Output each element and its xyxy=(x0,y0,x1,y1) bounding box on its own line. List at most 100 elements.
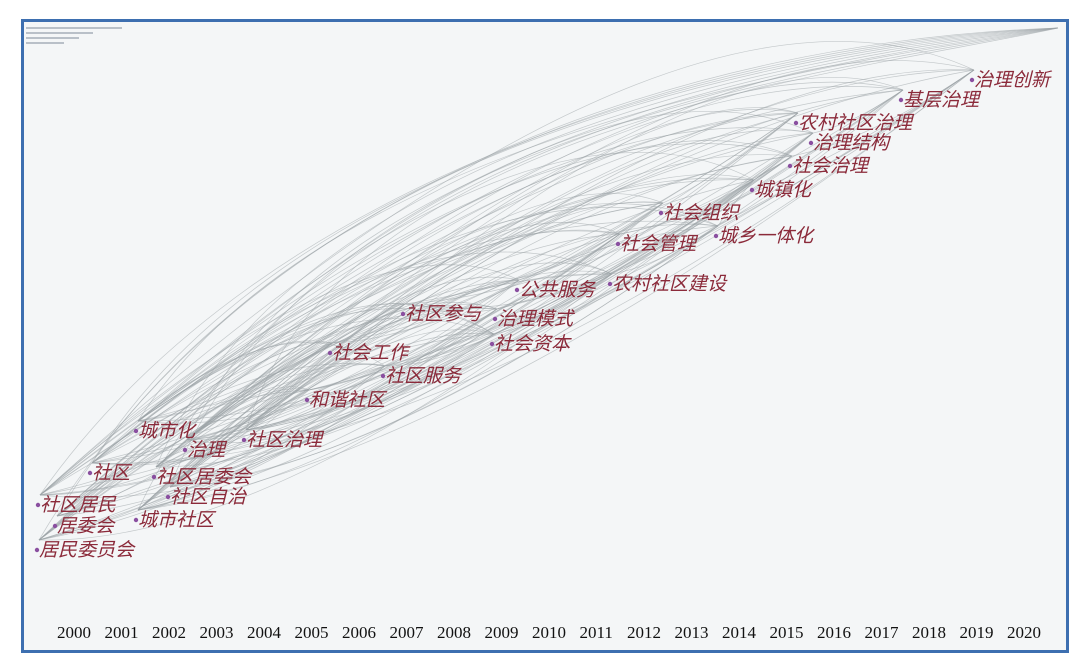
link-arc xyxy=(186,27,1059,441)
keyword-label: 居委会 xyxy=(57,515,116,537)
year-label: 2016 xyxy=(817,623,851,642)
link-arc xyxy=(186,333,495,444)
year-label: 2004 xyxy=(247,623,282,642)
link-arc xyxy=(155,27,1059,468)
keyword-node xyxy=(713,233,719,239)
keyword-node xyxy=(607,281,613,287)
link-arc xyxy=(137,279,520,511)
link-arc xyxy=(137,389,310,511)
link-arc xyxy=(245,69,975,431)
keyword-label: 社区治理 xyxy=(246,429,325,451)
keyword-label: 社区服务 xyxy=(385,365,463,387)
link-arc xyxy=(662,112,799,204)
link-arc xyxy=(56,333,495,517)
link-arc xyxy=(169,279,520,488)
keyword-node xyxy=(489,341,495,347)
link-arc xyxy=(186,222,621,441)
keyword-node xyxy=(327,350,333,356)
link-arc xyxy=(39,333,495,496)
link-arc xyxy=(384,273,613,367)
keyword-node xyxy=(898,97,904,103)
keyword-node xyxy=(514,287,520,293)
link-arc xyxy=(137,202,664,511)
link-arcs xyxy=(38,27,1059,541)
link-arc xyxy=(169,27,1059,488)
keyword-label: 治理创新 xyxy=(974,69,1053,91)
year-label: 2002 xyxy=(152,623,186,642)
link-arc xyxy=(186,279,520,441)
link-arc xyxy=(137,251,613,422)
keyword-label: 城乡一体化 xyxy=(718,225,815,247)
node-dots xyxy=(34,77,975,553)
keyword-node xyxy=(787,163,793,169)
link-arc xyxy=(496,155,793,310)
link-arc xyxy=(56,303,406,517)
link-arc xyxy=(169,155,793,488)
keyword-node xyxy=(304,397,310,403)
keyword-node xyxy=(34,547,40,553)
keyword-label: 社区居民 xyxy=(40,494,117,516)
link-arc xyxy=(56,27,1059,517)
link-arc xyxy=(137,365,386,511)
link-arc xyxy=(56,132,814,517)
link-arc xyxy=(245,363,386,431)
year-label: 2019 xyxy=(960,623,994,642)
year-label: 2007 xyxy=(390,623,425,642)
link-arc xyxy=(169,389,310,488)
link-arc xyxy=(186,109,799,441)
link-arc xyxy=(169,225,719,488)
link-arc xyxy=(169,129,814,488)
link-arc xyxy=(137,342,333,422)
year-label: 2009 xyxy=(485,623,519,642)
keyword-node xyxy=(658,210,664,216)
link-arc xyxy=(155,342,333,468)
link-arc xyxy=(137,201,664,511)
keyword-label: 治理模式 xyxy=(497,308,576,330)
link-arc xyxy=(186,279,520,441)
link-arc xyxy=(169,333,495,488)
link-arc xyxy=(137,342,386,422)
link-arc xyxy=(186,389,310,441)
link-arc xyxy=(245,303,406,431)
link-arc xyxy=(518,112,799,281)
keyword-label: 社区居委会 xyxy=(156,466,253,488)
keyword-label: 社区 xyxy=(92,462,133,484)
year-label: 2015 xyxy=(770,623,804,642)
keyword-label: 农村社区治理 xyxy=(798,112,915,134)
link-arc xyxy=(245,332,495,431)
year-label: 2008 xyxy=(437,623,471,642)
keyword-label: 基层治理 xyxy=(903,89,982,111)
year-label: 2006 xyxy=(342,623,376,642)
link-arc xyxy=(404,303,495,335)
legend-mini xyxy=(26,24,122,50)
link-arc xyxy=(137,233,621,511)
link-arc xyxy=(186,69,975,441)
link-arc xyxy=(245,132,814,431)
link-arc xyxy=(155,342,333,468)
link-arc xyxy=(186,225,719,441)
link-arc xyxy=(91,308,495,464)
keyword-node xyxy=(808,140,814,146)
keyword-label: 城镇化 xyxy=(754,179,813,201)
keyword-label: 城市化 xyxy=(138,420,197,442)
link-arc xyxy=(39,27,1059,496)
keyword-label: 治理 xyxy=(187,439,228,461)
link-arc xyxy=(137,127,814,422)
keyword-node xyxy=(492,316,498,322)
link-arc xyxy=(619,155,793,235)
keyword-label: 社会组织 xyxy=(663,202,741,224)
year-label: 2012 xyxy=(627,623,661,642)
link-arc xyxy=(186,201,664,441)
link-arc xyxy=(39,264,520,496)
link-arc xyxy=(245,270,613,431)
year-label: 2005 xyxy=(295,623,329,642)
link-arc xyxy=(137,27,1059,511)
link-arc xyxy=(137,27,1059,422)
link-arc xyxy=(384,333,495,367)
link-arc xyxy=(611,132,814,275)
link-arc xyxy=(38,69,975,541)
year-label: 2003 xyxy=(200,623,234,642)
link-arc xyxy=(137,273,613,511)
year-label: 2014 xyxy=(722,623,757,642)
link-arc xyxy=(91,363,386,464)
